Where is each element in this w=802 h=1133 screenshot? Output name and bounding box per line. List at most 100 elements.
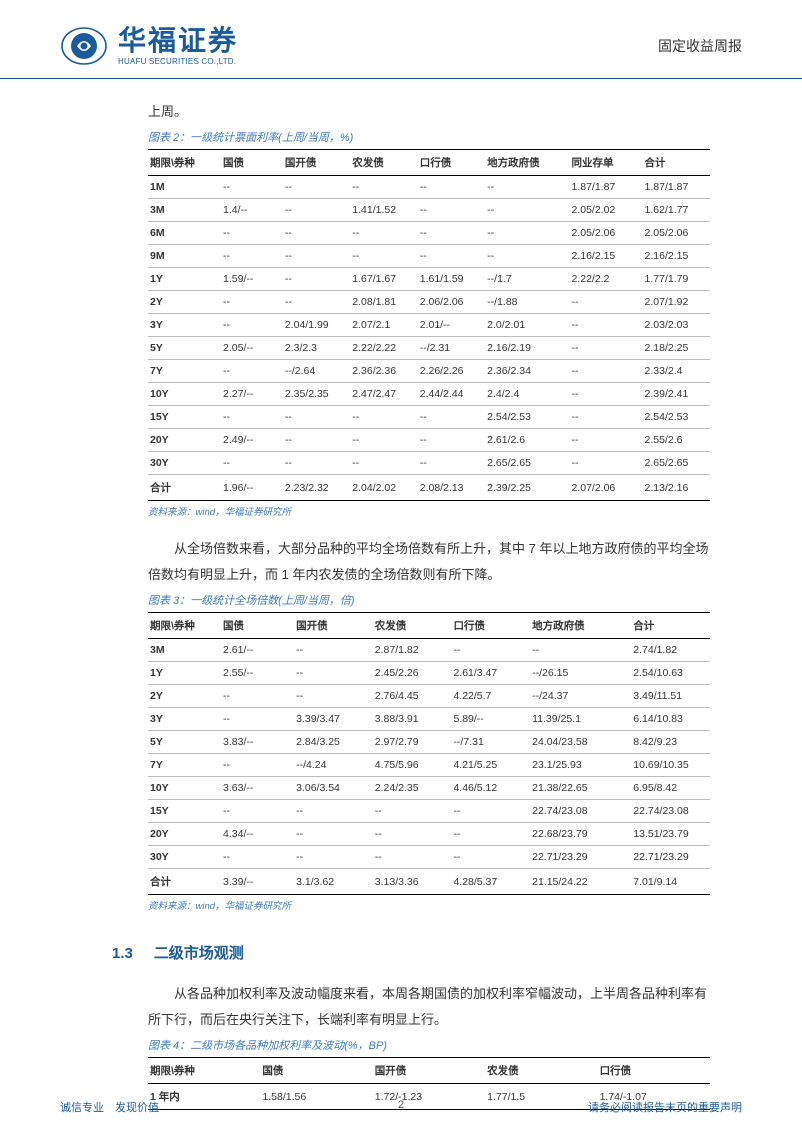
table-cell: --/1.88	[485, 291, 569, 314]
table-cell: 2.16/2.15	[569, 245, 642, 268]
table-row: 20Y4.34/--------22.68/23.7913.51/23.79	[148, 823, 710, 846]
table-cell: 合计	[148, 475, 221, 501]
table-cell: 2.74/1.82	[631, 639, 710, 662]
report-type: 固定收益周报	[658, 36, 742, 56]
table-cell: 2.04/1.99	[283, 314, 350, 337]
table-cell: 15Y	[148, 800, 221, 823]
table-cell: 2.23/2.32	[283, 475, 350, 501]
page-header: 华福证券 HUAFU SECURITIES CO.,LTD. 固定收益周报	[0, 0, 802, 79]
table-cell: --	[350, 406, 417, 429]
table-header-cell: 地方政府债	[530, 613, 631, 639]
table-row: 1M----------1.87/1.871.87/1.87	[148, 176, 710, 199]
table-cell: 8.42/9.23	[631, 731, 710, 754]
table-cell: 4.21/5.25	[451, 754, 530, 777]
table-cell: 1.87/1.87	[643, 176, 710, 199]
table-row: 2Y----2.76/4.454.22/5.7--/24.373.49/11.5…	[148, 685, 710, 708]
table-cell: 2.36/2.34	[485, 360, 569, 383]
table-cell: --	[294, 639, 373, 662]
table-cell: 22.71/23.29	[530, 846, 631, 869]
table3-title: 图表 3：一级统计全场倍数(上周/当周，倍)	[148, 592, 710, 608]
table-row: 1Y2.55/----2.45/2.262.61/3.47--/26.152.5…	[148, 662, 710, 685]
table-cell: --	[451, 800, 530, 823]
table-cell: 1.4/--	[221, 199, 283, 222]
table-cell: --	[283, 429, 350, 452]
section-title: 二级市场观测	[154, 945, 244, 962]
table-row: 3Y--2.04/1.992.07/2.12.01/--2.0/2.01--2.…	[148, 314, 710, 337]
table-cell: 7.01/9.14	[631, 869, 710, 895]
table-cell: 30Y	[148, 452, 221, 475]
table-cell: 4.46/5.12	[451, 777, 530, 800]
table-cell: 2.4/2.4	[485, 383, 569, 406]
table-cell: --	[569, 360, 642, 383]
table-cell: --	[294, 800, 373, 823]
table-cell: 3.63/--	[221, 777, 294, 800]
table-cell: 6.14/10.83	[631, 708, 710, 731]
table-row: 20Y2.49/--------2.61/2.6--2.55/2.6	[148, 429, 710, 452]
table-cell: 3Y	[148, 708, 221, 731]
table-cell: 3.39/--	[221, 869, 294, 895]
table-cell: 2.01/--	[418, 314, 485, 337]
table-cell: --	[283, 452, 350, 475]
table-cell: 10Y	[148, 383, 221, 406]
table-cell: 30Y	[148, 846, 221, 869]
table-cell: 2.16/2.19	[485, 337, 569, 360]
table-cell: 3Y	[148, 314, 221, 337]
table-row: 3M2.61/----2.87/1.82----2.74/1.82	[148, 639, 710, 662]
table-cell: 7Y	[148, 754, 221, 777]
table-cell: 2.54/10.63	[631, 662, 710, 685]
table-cell: 2.16/2.15	[643, 245, 710, 268]
table-cell: --	[221, 754, 294, 777]
table-cell: 2.45/2.26	[373, 662, 452, 685]
table-header-cell: 期限\券种	[148, 613, 221, 639]
table-cell: --	[418, 452, 485, 475]
table-row: 5Y2.05/--2.3/2.32.22/2.22--/2.312.16/2.1…	[148, 337, 710, 360]
table-cell: 20Y	[148, 429, 221, 452]
table-cell: --	[373, 800, 452, 823]
table-cell: --	[350, 429, 417, 452]
table-cell: 2.05/2.02	[569, 199, 642, 222]
table-cell: 2.39/2.41	[643, 383, 710, 406]
table-cell: 24.04/23.58	[530, 731, 631, 754]
table3-source: 资料来源：wind，华福证券研究所	[148, 898, 710, 912]
table-row: 1Y1.59/----1.67/1.671.61/1.59--/1.72.22/…	[148, 268, 710, 291]
table-cell: 6.95/8.42	[631, 777, 710, 800]
table-cell: --	[569, 383, 642, 406]
table2-title: 图表 2：一级统计票面利率(上周/当周，%)	[148, 129, 710, 145]
table-cell: 10Y	[148, 777, 221, 800]
table-cell: --/2.64	[283, 360, 350, 383]
table2: 期限\券种国债国开债农发债口行债地方政府债同业存单合计 1M----------…	[148, 149, 710, 501]
table-cell: 2.84/3.25	[294, 731, 373, 754]
table-cell: 2.13/2.16	[643, 475, 710, 501]
table-cell: 1Y	[148, 268, 221, 291]
table-cell: --/4.24	[294, 754, 373, 777]
table-row: 合计3.39/--3.1/3.623.13/3.364.28/5.3721.15…	[148, 869, 710, 895]
logo-cn: 华福证券	[118, 27, 238, 55]
table-cell: 4.75/5.96	[373, 754, 452, 777]
table-cell: --	[485, 176, 569, 199]
table-cell: 22.68/23.79	[530, 823, 631, 846]
table-cell: --	[221, 708, 294, 731]
table-cell: --	[485, 245, 569, 268]
table-cell: --/7.31	[451, 731, 530, 754]
table-row: 30Y--------22.71/23.2922.71/23.29	[148, 846, 710, 869]
table-header-cell: 地方政府债	[485, 150, 569, 176]
table-cell: 1Y	[148, 662, 221, 685]
table-cell: 22.74/23.08	[631, 800, 710, 823]
footer-left: 诚信专业 发现价值	[60, 1099, 159, 1115]
table-cell: 2.08/2.13	[418, 475, 485, 501]
table-cell: 2.26/2.26	[418, 360, 485, 383]
page-number: 2	[398, 1099, 404, 1111]
table-cell: 1.96/--	[221, 475, 283, 501]
table-cell: --	[451, 639, 530, 662]
table-cell: 2.08/1.81	[350, 291, 417, 314]
table-cell: --	[451, 823, 530, 846]
table-cell: --	[283, 291, 350, 314]
table-cell: 2.61/--	[221, 639, 294, 662]
table-header-cell: 合计	[643, 150, 710, 176]
table-cell: --	[418, 176, 485, 199]
table-cell: 23.1/25.93	[530, 754, 631, 777]
table-cell: 1.61/1.59	[418, 268, 485, 291]
table-cell: --	[221, 314, 283, 337]
paragraph-continuation: 上周。	[148, 99, 710, 125]
table-header-cell: 口行债	[598, 1058, 710, 1084]
